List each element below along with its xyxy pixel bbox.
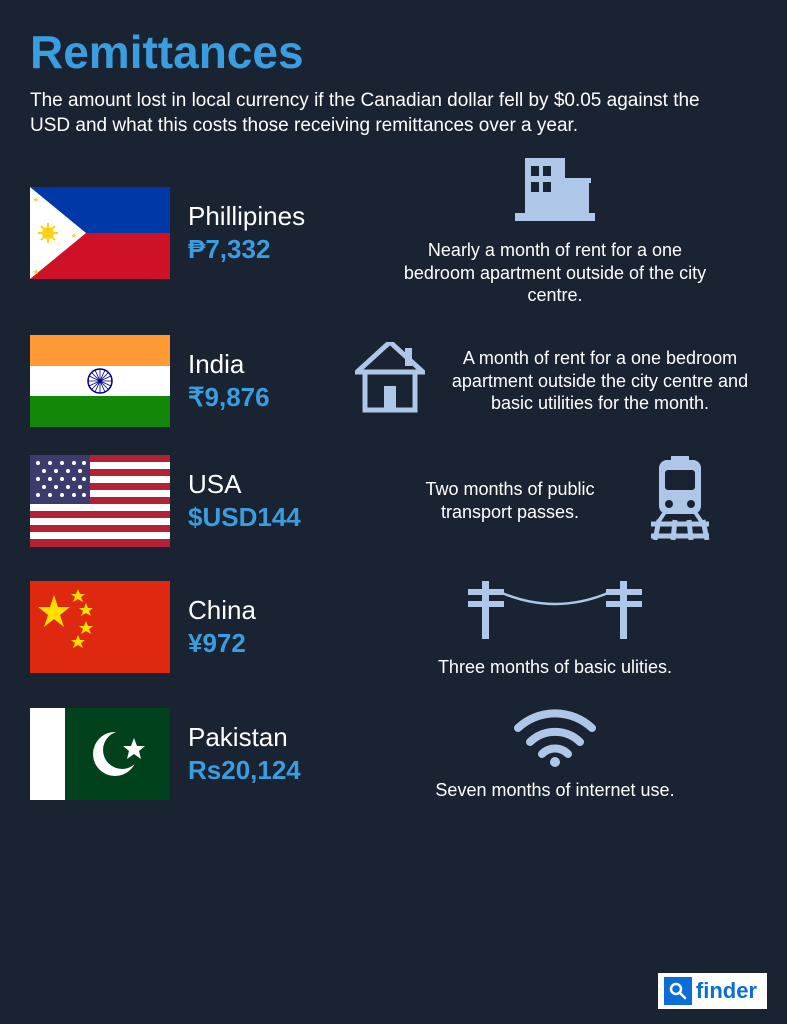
- country-description: Two months of public transport passes.: [395, 478, 625, 523]
- country-amount: ₹9,876: [188, 382, 353, 413]
- page-subtitle: The amount lost in local currency if the…: [30, 89, 710, 138]
- country-description: A month of rent for a one bedroom apartm…: [445, 347, 755, 415]
- country-row-usa: USA $USD144 Two months of public transpo…: [30, 455, 757, 547]
- country-description: Nearly a month of rent for a one bedroom…: [400, 239, 710, 307]
- country-amount: $USD144: [188, 502, 353, 533]
- country-description: Three months of basic ulities.: [438, 656, 672, 679]
- powerlines-icon: [460, 575, 650, 650]
- country-description: Seven months of internet use.: [435, 779, 674, 802]
- house-icon: [355, 342, 425, 419]
- flag-pakistan: [30, 708, 170, 800]
- wifi-icon: [512, 706, 598, 773]
- country-name: India: [188, 349, 353, 380]
- country-name: China: [188, 595, 353, 626]
- brand-badge: finder: [658, 973, 767, 1009]
- country-name: Phillipines: [188, 201, 353, 232]
- brand-text: finder: [696, 978, 757, 1004]
- flag-india: [30, 335, 170, 427]
- country-row-pakistan: Pakistan Rs20,124 Seven months of intern…: [30, 706, 757, 802]
- finder-icon: [664, 977, 692, 1005]
- country-name: Pakistan: [188, 722, 353, 753]
- train-icon: [645, 456, 715, 545]
- flag-phillipines: [30, 187, 170, 279]
- country-row-china: China ¥972 Three months of basic ulities…: [30, 575, 757, 679]
- country-amount: ¥972: [188, 628, 353, 659]
- country-row-phillipines: Phillipines ₱7,332 Nearly a month of ren…: [30, 158, 757, 307]
- page-title: Remittances: [30, 25, 757, 79]
- country-amount: ₱7,332: [188, 234, 353, 265]
- building-icon: [515, 158, 595, 233]
- country-name: USA: [188, 469, 353, 500]
- flag-usa: [30, 455, 170, 547]
- country-row-india: India ₹9,876 A month of rent for a one b…: [30, 335, 757, 427]
- flag-china: [30, 581, 170, 673]
- country-amount: Rs20,124: [188, 755, 353, 786]
